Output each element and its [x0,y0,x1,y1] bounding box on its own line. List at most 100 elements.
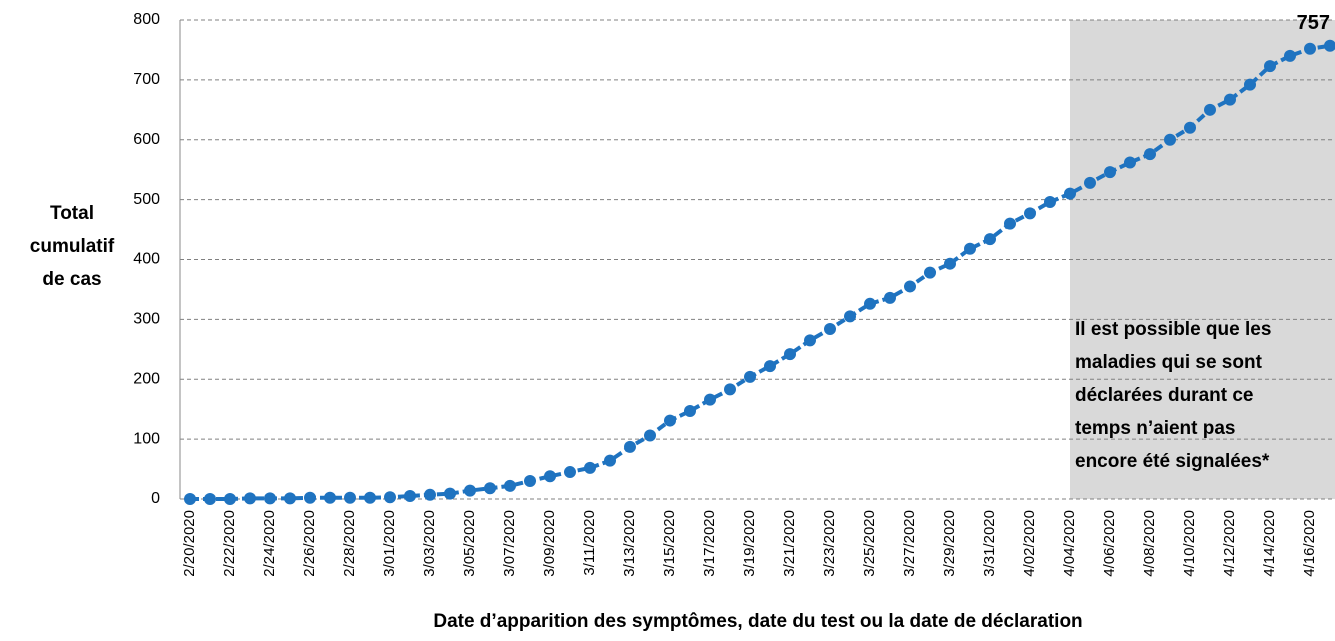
x-tick-label: 3/15/2020 [661,510,678,577]
data-point [564,466,576,479]
data-label: 757 [1297,12,1330,34]
data-point [304,491,316,504]
y-tick-label: 500 [133,191,160,208]
x-axis-title: Date d’apparition des symptômes, date du… [433,611,1082,632]
data-point [1064,187,1076,200]
data-point [1124,156,1136,169]
data-point [1004,217,1016,230]
x-tick-label: 2/26/2020 [301,510,318,577]
data-point [1044,196,1056,209]
data-point [1284,49,1296,62]
data-point [544,470,556,483]
data-point [704,393,716,406]
x-tick-label: 3/09/2020 [541,510,558,577]
data-point [1164,133,1176,146]
data-point [924,266,936,279]
data-point [764,360,776,373]
x-tick-label: 3/05/2020 [461,510,478,577]
data-point [784,348,796,361]
x-tick-label: 3/27/2020 [901,510,918,577]
data-point [984,233,996,246]
data-point [1104,166,1116,179]
x-tick-label: 4/16/2020 [1301,510,1318,577]
data-point [1024,207,1036,220]
x-tick-label: 4/04/2020 [1061,510,1078,577]
data-point [464,484,476,497]
x-tick-label: 3/29/2020 [941,510,958,577]
y-tick-label: 0 [151,490,160,507]
x-tick-label: 4/12/2020 [1221,510,1238,577]
x-tick-label: 3/01/2020 [381,510,398,577]
data-point [1244,78,1256,91]
data-point [504,479,516,492]
series-line [190,43,1331,501]
data-point [1264,60,1276,73]
x-tick-label: 3/23/2020 [821,510,838,577]
x-tick-label: 2/20/2020 [181,510,198,577]
data-point [424,488,436,501]
x-tick-label: 3/25/2020 [861,510,878,577]
data-point [364,491,376,504]
data-point [244,492,256,505]
annotation: temps n’aient pas [1075,418,1236,439]
data-point [264,492,276,505]
data-point [944,257,956,270]
data-point [724,383,736,396]
x-tick-label: 3/31/2020 [981,510,998,577]
data-point [904,280,916,293]
data-point [1324,39,1335,52]
data-point [324,491,336,504]
x-tick-label: 4/06/2020 [1101,510,1118,577]
data-point [744,370,756,383]
data-point [1224,93,1236,106]
y-tick-label: 200 [133,370,160,387]
data-point [1184,121,1196,134]
x-tick-label: 2/28/2020 [341,510,358,577]
y-tick-label: 700 [133,71,160,88]
annotation: déclarées durant ce [1075,385,1253,406]
annotation: encore été signalées* [1075,451,1270,472]
y-tick-label: 100 [133,430,160,447]
y-axis-title: de cas [42,269,101,290]
data-point [1304,42,1316,55]
data-point [664,414,676,427]
x-tick-label: 3/19/2020 [741,510,758,577]
data-point [524,475,536,488]
data-point [884,291,896,304]
x-tick-label: 3/21/2020 [781,510,798,577]
data-point [404,490,416,503]
x-tick-label: 3/11/2020 [581,510,598,576]
y-axis-title: Total [50,203,94,224]
data-point [964,242,976,255]
data-point [604,454,616,467]
data-point [684,404,696,417]
y-tick-label: 600 [133,131,160,148]
data-point [384,491,396,504]
y-tick-label: 400 [133,251,160,268]
x-tick-label: 3/13/2020 [621,510,638,577]
x-tick-label: 2/22/2020 [221,510,238,577]
x-tick-label: 4/08/2020 [1141,510,1158,577]
x-tick-label: 4/10/2020 [1181,510,1198,577]
y-tick-label: 800 [133,11,160,28]
data-point [344,491,356,504]
x-tick-label: 3/07/2020 [501,510,518,577]
annotation: Il est possible que les [1075,319,1271,340]
data-point [644,429,656,442]
data-point [484,482,496,495]
x-tick-label: 4/14/2020 [1261,510,1278,577]
x-tick-label: 2/24/2020 [261,510,278,577]
data-point [184,493,196,505]
data-point [444,487,456,500]
data-point [1144,148,1156,161]
data-point [1204,103,1216,116]
data-point [824,322,836,335]
x-tick-label: 4/02/2020 [1021,510,1038,577]
x-tick-label: 3/17/2020 [701,510,718,577]
data-point [864,297,876,310]
y-axis-title: cumulatif [30,236,115,257]
data-point [804,334,816,347]
data-point [624,440,636,453]
data-point [204,493,216,505]
annotation: maladies qui se sont [1075,352,1263,373]
